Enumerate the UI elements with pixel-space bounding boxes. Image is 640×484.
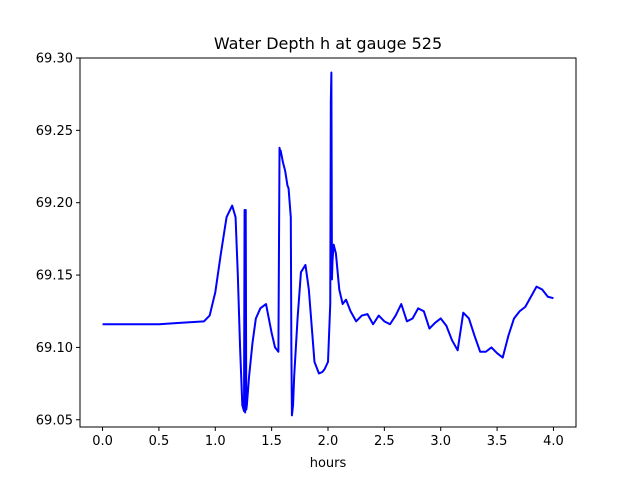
y-tick-label: 69.15	[36, 269, 73, 284]
x-tick-label: 3.5	[487, 434, 508, 449]
y-tick-label: 69.05	[36, 413, 73, 428]
y-tick-label: 69.25	[36, 124, 73, 139]
x-tick-label: 2.0	[318, 434, 339, 449]
series-line-0	[102, 71, 554, 417]
x-tick-label: 2.5	[374, 434, 395, 449]
axis-ticks: 0.0 0.5 1.0 1.5 2.0 2.5 3.0 3.5 4.0 69.05 69.10 69.…	[36, 52, 564, 450]
x-tick-label: 1.5	[261, 434, 282, 449]
y-tick-label: 69.10	[36, 341, 73, 356]
y-tick-label: 69.20	[36, 196, 73, 211]
x-tick-label: 0.5	[149, 434, 170, 449]
x-tick-label: 4.0	[543, 434, 564, 449]
x-tick-label: 0.0	[92, 434, 113, 449]
y-tick-label: 69.30	[36, 52, 73, 67]
x-tick-label: 3.0	[430, 434, 451, 449]
chart-title: Water Depth h at gauge 525	[214, 34, 442, 53]
series-group	[102, 71, 554, 417]
x-axis-label: hours	[310, 456, 347, 471]
x-tick-label: 1.0	[205, 434, 226, 449]
plot-area-frame	[79, 57, 577, 428]
